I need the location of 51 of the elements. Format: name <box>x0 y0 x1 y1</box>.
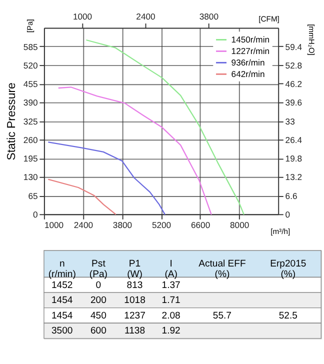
y2-tick-label: 19.8 <box>285 154 302 164</box>
text: 1454 450 1237 2.08 55.7 52.5 <box>52 310 298 322</box>
y-tick-label: 195 <box>23 154 38 164</box>
y-axis-title: Static Pressure <box>6 82 18 160</box>
text: Actual EFF (%) <box>198 258 246 280</box>
y2-tick-label: 52.8 <box>285 60 302 70</box>
text: P1 (W) <box>127 258 142 280</box>
y2-tick-label: 13.2 <box>285 172 302 182</box>
x-tick-label: 8000 <box>230 220 250 230</box>
line-series <box>48 142 166 215</box>
x-tick-label: 3800 <box>112 220 132 230</box>
y2-tick-label: 46.2 <box>285 79 302 90</box>
y-tick-label: 260 <box>23 134 38 145</box>
y-tick-label: 65 <box>28 190 38 201</box>
y2-tick-label: 0 <box>285 210 290 220</box>
y-tick-label: 520 <box>23 60 38 70</box>
y2-tick-label: 59.4 <box>285 42 302 52</box>
y2-axis-title: [mmH₂O] <box>307 24 316 56</box>
y-tick-label: 585 <box>23 42 38 52</box>
legend-label: 1450r/min <box>231 34 270 45</box>
x2-tick-label: 2400 <box>136 12 156 22</box>
legend-label: 936r/min <box>231 58 265 68</box>
line-series <box>48 178 116 215</box>
line-series <box>58 86 212 215</box>
y-tick-label: 455 <box>23 79 38 90</box>
y-tick-label: 325 <box>23 116 38 126</box>
x2-tick-label: 1000 <box>72 12 92 22</box>
y-tick-label: 0 <box>32 210 38 220</box>
y-tick-label: 130 <box>23 172 38 182</box>
y2-tick-label: 39.6 <box>285 98 302 108</box>
x-tick-label: 1000 <box>44 220 64 230</box>
legend-title: [Pa] <box>25 19 34 33</box>
x2-axis-title: [CFM] <box>258 14 280 24</box>
y2-tick-label: 33 <box>285 116 296 126</box>
legend-label: 1227r/min <box>231 46 270 56</box>
x2-tick-label: 3800 <box>199 12 219 22</box>
y2-tick-label: 26.4 <box>285 134 302 145</box>
text: I (A) <box>164 258 178 280</box>
text: 1452 0 813 1.37 <box>52 280 180 291</box>
text: 1454 200 1018 1.71 <box>52 295 180 306</box>
x-tick-label: 5200 <box>152 220 172 230</box>
x-axis-title: [m³/h] <box>270 226 290 236</box>
x-tick-label: 2400 <box>74 220 94 230</box>
text: Pst (Pa) <box>89 258 108 280</box>
x-tick-label: 6600 <box>190 220 210 230</box>
y2-tick-label: 6.6 <box>285 190 298 201</box>
text: Erp2015 (%) <box>270 258 306 280</box>
text: n (r/min) <box>48 258 76 280</box>
text: 3500 600 1138 1.92 <box>52 326 180 337</box>
legend-label: 642r/min <box>231 69 265 80</box>
y-tick-label: 390 <box>23 98 38 108</box>
